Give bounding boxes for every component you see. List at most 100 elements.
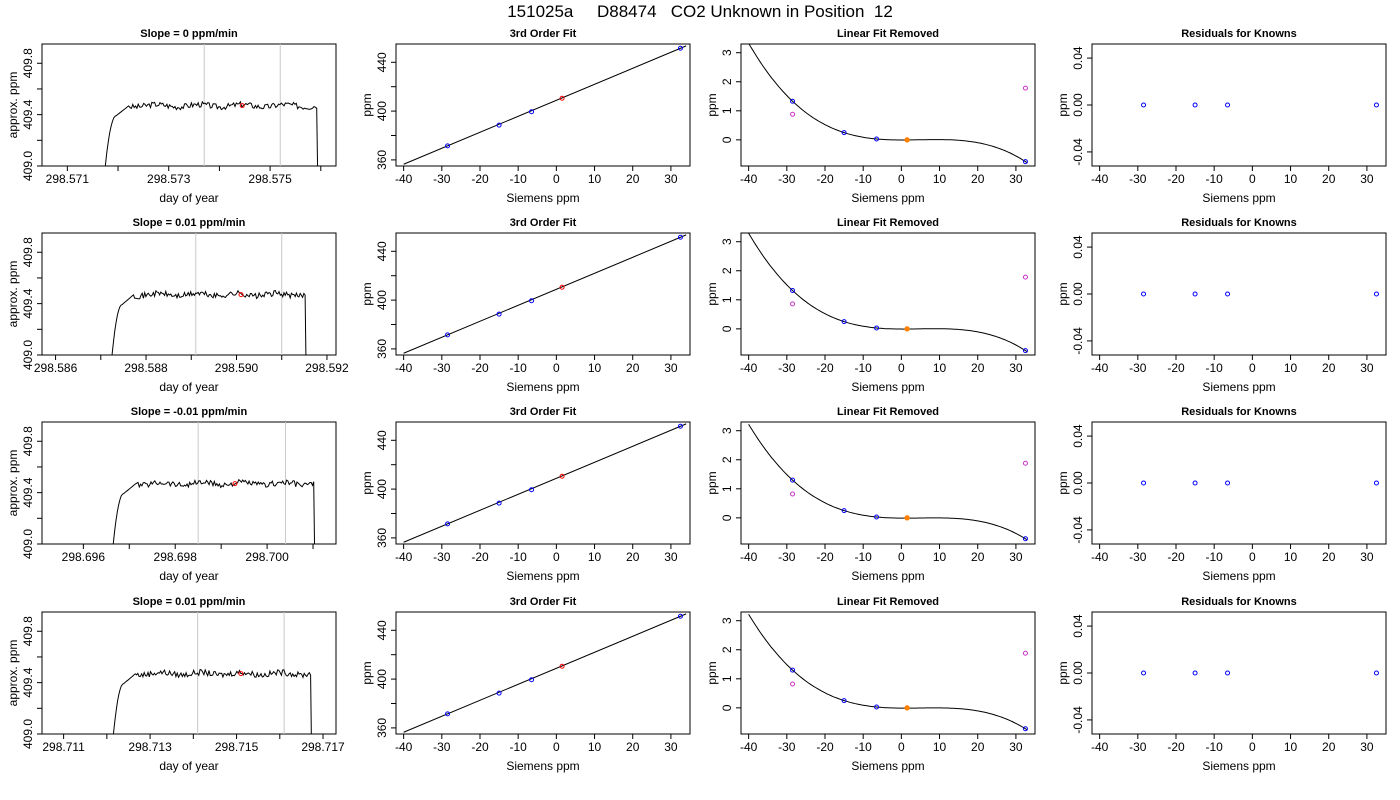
y-axis-label: ppm (360, 471, 374, 494)
y-tick-label: 409.0 (21, 719, 35, 749)
linear-removed-point (790, 301, 796, 307)
unknown-point (559, 473, 565, 479)
x-tick-label: 0 (898, 550, 905, 564)
y-tick-label: 409.8 (21, 426, 35, 456)
panel-title: Linear Fit Removed (837, 596, 939, 608)
linear-removed-point (1022, 274, 1028, 280)
x-tick-label: 0 (1249, 740, 1256, 754)
x-tick-label: 30 (1360, 740, 1374, 754)
panel-title: 3rd Order Fit (510, 217, 577, 229)
unknown-marker (239, 103, 245, 109)
x-tick-label: -20 (1167, 361, 1185, 375)
y-tick-label: 409.8 (21, 237, 35, 267)
y-tick-label: 409.0 (21, 340, 35, 370)
x-tick-label: -10 (855, 172, 873, 186)
residual-point (1225, 480, 1231, 486)
known-point (445, 143, 451, 149)
residual-point (1225, 670, 1231, 676)
linear-removed-point (1022, 85, 1028, 91)
panel-title: Slope = 0 ppm/min (140, 28, 238, 40)
panel-2-1: Slope = 0.01 ppm/min 298.586 298.588 298.59… (6, 217, 349, 394)
x-tick-label: -40 (740, 172, 758, 186)
known-point (445, 332, 451, 338)
panel-title: Residuals for Knowns (1181, 596, 1297, 608)
x-tick-label: -30 (778, 550, 796, 564)
x-tick-label: 30 (1360, 172, 1374, 186)
x-tick-label: 298.715 (215, 740, 259, 754)
y-tick-label: 409.0 (21, 529, 35, 559)
figure-title: 151025a D88474 CO2 Unknown in Position 1… (507, 2, 893, 21)
y-tick-label: 3 (720, 238, 734, 245)
y-tick-label: 409.4 (21, 477, 35, 507)
x-tick-label: 20 (1322, 740, 1336, 754)
x-tick-label: -40 (1091, 172, 1109, 186)
panel-4-2: 3rd Order Fit -40 -30 -20 -10 0 10 20 30 360 400 44… (360, 596, 691, 773)
y-axis-label: approx. ppm (6, 640, 20, 707)
panel-1-4: Residuals for Knowns -40 -30 -20 -10 0 10 20 30 -… (1056, 28, 1387, 205)
x-tick-label: 20 (971, 172, 985, 186)
x-tick-label: -30 (1129, 172, 1147, 186)
x-axis-label: Siemens ppm (1202, 759, 1275, 773)
x-tick-label: -40 (1091, 740, 1109, 754)
x-axis-label: Siemens ppm (851, 759, 924, 773)
y-tick-label: 1 (720, 485, 734, 492)
fit-line (403, 234, 687, 354)
residual-point (1373, 670, 1379, 676)
residual-point (1141, 670, 1147, 676)
linear-removed-point (790, 491, 796, 497)
unknown-point (904, 326, 910, 332)
x-tick-label: 0 (1249, 172, 1256, 186)
y-tick-label: 400 (375, 290, 389, 310)
panel-title: Residuals for Knowns (1181, 28, 1297, 40)
unknown-marker (238, 671, 244, 677)
known-point (677, 613, 683, 619)
cubic-curve (748, 233, 1028, 353)
residual-point (1141, 102, 1147, 108)
x-axis-label: Siemens ppm (506, 759, 579, 773)
x-tick-label: 20 (1322, 172, 1336, 186)
known-point (496, 122, 502, 128)
fit-line (403, 423, 687, 543)
x-tick-label: 30 (1360, 550, 1374, 564)
residual-point (1192, 291, 1198, 297)
x-tick-label: 30 (1009, 361, 1023, 375)
x-tick-label: -20 (1167, 740, 1185, 754)
panel-2-3: Linear Fit Removed -40 -30 -20 -10 0 10 20 30 0 1 2… (705, 217, 1036, 394)
x-tick-label: -20 (471, 172, 489, 186)
x-tick-label: -30 (778, 740, 796, 754)
x-axis-label: Siemens ppm (1202, 380, 1275, 394)
x-tick-label: 10 (1284, 361, 1298, 375)
x-tick-label: -30 (1129, 740, 1147, 754)
y-tick-label: -0.04 (1071, 516, 1085, 544)
ppm-trace (111, 289, 307, 355)
x-tick-label: 0 (553, 361, 560, 375)
x-tick-label: 298.713 (128, 740, 172, 754)
panel-title: Residuals for Knowns (1181, 217, 1297, 229)
y-tick-label: 1 (720, 296, 734, 303)
x-tick-label: -10 (1206, 550, 1224, 564)
panel-3-3: Linear Fit Removed -40 -30 -20 -10 0 10 20 30 0 1 2… (705, 406, 1036, 583)
linear-removed-point (790, 681, 796, 687)
x-tick-label: -20 (816, 740, 834, 754)
x-tick-label: 10 (1284, 740, 1298, 754)
panel-title: 3rd Order Fit (510, 406, 577, 418)
known-point (529, 298, 535, 304)
x-axis-label: Siemens ppm (851, 380, 924, 394)
unknown-marker (232, 481, 238, 487)
panel-1-1: Slope = 0 ppm/min 298.571 298.573 298.575 40… (6, 28, 337, 205)
x-tick-label: -40 (395, 740, 413, 754)
x-tick-label: 10 (588, 361, 602, 375)
known-point (529, 109, 535, 115)
known-point (841, 319, 847, 325)
known-point (445, 521, 451, 527)
plot-frame (395, 43, 691, 167)
x-tick-label: -30 (433, 740, 451, 754)
x-tick-label: 0 (898, 361, 905, 375)
x-tick-label: 10 (933, 550, 947, 564)
x-tick-label: -10 (1206, 740, 1224, 754)
panel-title: 3rd Order Fit (510, 596, 577, 608)
x-tick-label: -20 (816, 172, 834, 186)
known-point (790, 477, 796, 483)
plot-frame (1091, 232, 1387, 356)
residual-point (1373, 480, 1379, 486)
